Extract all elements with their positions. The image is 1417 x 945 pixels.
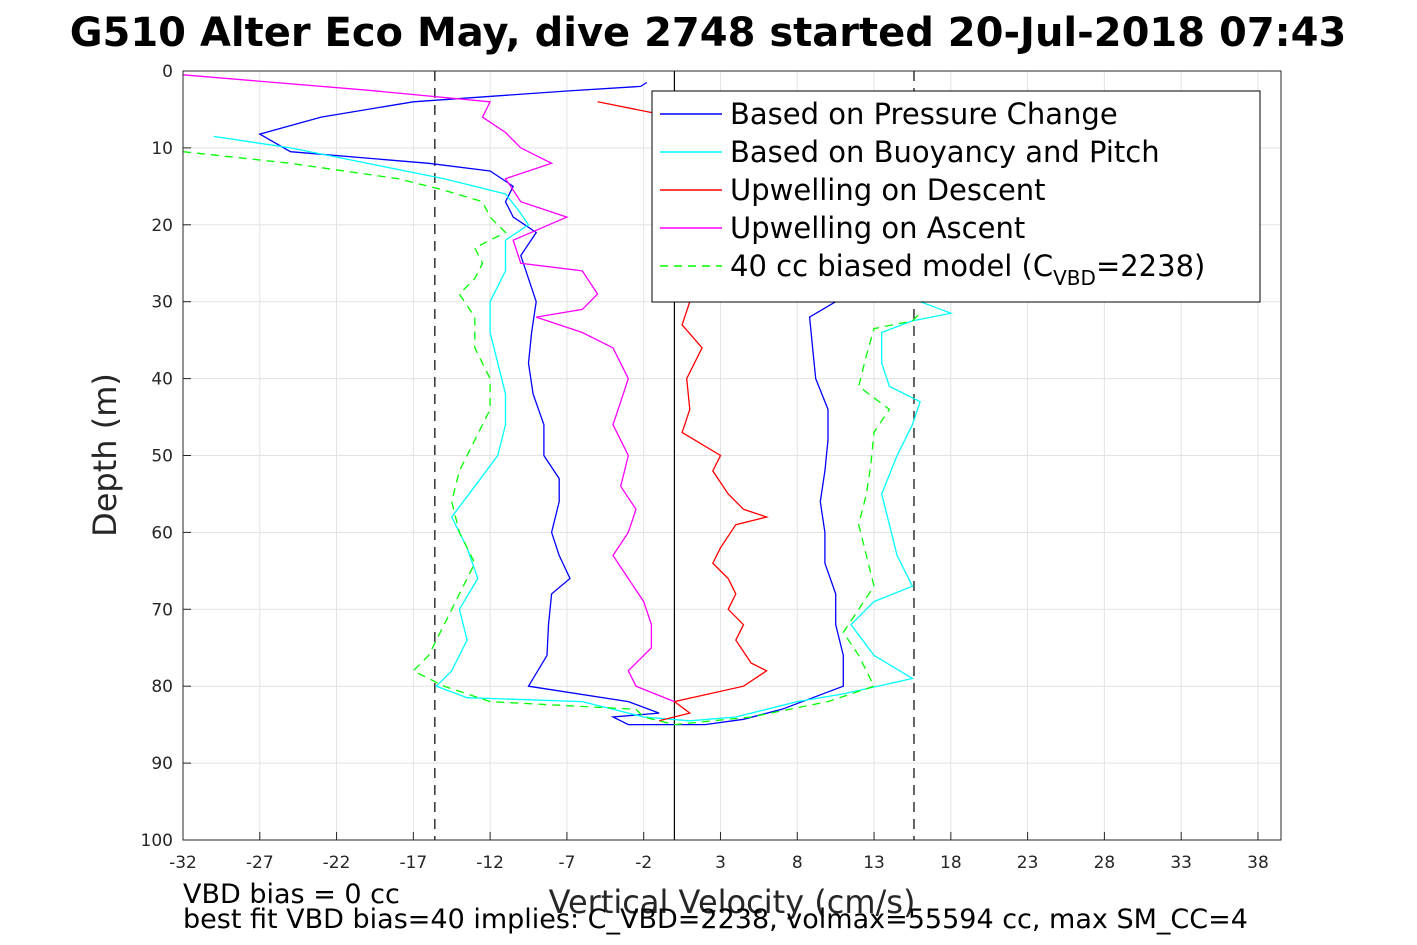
legend-label: Based on Pressure Change xyxy=(730,97,1118,131)
x-tick-label: -7 xyxy=(558,853,575,873)
y-tick-label: 50 xyxy=(151,447,173,467)
y-tick-label: 10 xyxy=(151,139,173,159)
x-tick-label: -17 xyxy=(399,853,427,873)
x-tick-label: -12 xyxy=(476,853,504,873)
x-tick-label: -27 xyxy=(246,853,274,873)
series-group xyxy=(183,74,954,726)
y-axis-label: Depth (m) xyxy=(86,373,124,537)
legend-box xyxy=(651,90,1261,303)
y-tick-label: 90 xyxy=(151,754,173,774)
series-line-3 xyxy=(597,101,769,722)
chart-title: G510 Alter Eco May, dive 2748 started 20… xyxy=(70,10,1347,56)
series-line-2 xyxy=(213,135,954,722)
y-tick-label: 20 xyxy=(151,216,173,236)
legend-label: Based on Buoyancy and Pitch xyxy=(730,135,1160,169)
legend-label: Upwelling on Descent xyxy=(730,173,1046,207)
x-axis-label: Vertical Velocity (cm/s) xyxy=(549,883,916,921)
legend: Based on Pressure Change Based on Buoyanc… xyxy=(651,90,1261,303)
series-line-4 xyxy=(183,74,675,703)
x-tick-label: 28 xyxy=(1094,853,1116,873)
legend-label: Upwelling on Ascent xyxy=(730,211,1025,245)
x-tick-label: 38 xyxy=(1247,853,1269,873)
y-ticks: 0 10 20 30 40 50 60 70 80 90 100 xyxy=(141,62,191,851)
x-tick-label: 23 xyxy=(1017,853,1039,873)
x-tick-label: 13 xyxy=(863,853,885,873)
x-tick-label: 3 xyxy=(715,853,726,873)
series-line-5 xyxy=(183,151,921,726)
x-tick-label: 18 xyxy=(940,853,962,873)
x-tick-label: 8 xyxy=(792,853,803,873)
y-tick-label: 60 xyxy=(151,523,173,543)
y-tick-label: 80 xyxy=(151,677,173,697)
footer-vbd-bias: VBD bias = 0 cc xyxy=(183,879,400,910)
footer-best-fit: best fit VBD bias=40 implies: C_VBD=2238… xyxy=(183,904,1248,935)
x-tick-label: -2 xyxy=(635,853,652,873)
y-tick-label: 30 xyxy=(151,293,173,313)
x-tick-label: 33 xyxy=(1170,853,1192,873)
x-tick-label: -22 xyxy=(323,853,351,873)
y-tick-label: 70 xyxy=(151,600,173,620)
y-tick-label: 100 xyxy=(141,831,173,851)
y-tick-label: 0 xyxy=(162,62,173,82)
x-tick-label: -32 xyxy=(169,853,197,873)
x-ticks: -32 -27 -22 -17 -12 -7 -2 3 8 13 18 23 28 33 38 xyxy=(169,832,1269,873)
y-tick-label: 40 xyxy=(151,370,173,390)
series-line-1 xyxy=(258,81,844,726)
